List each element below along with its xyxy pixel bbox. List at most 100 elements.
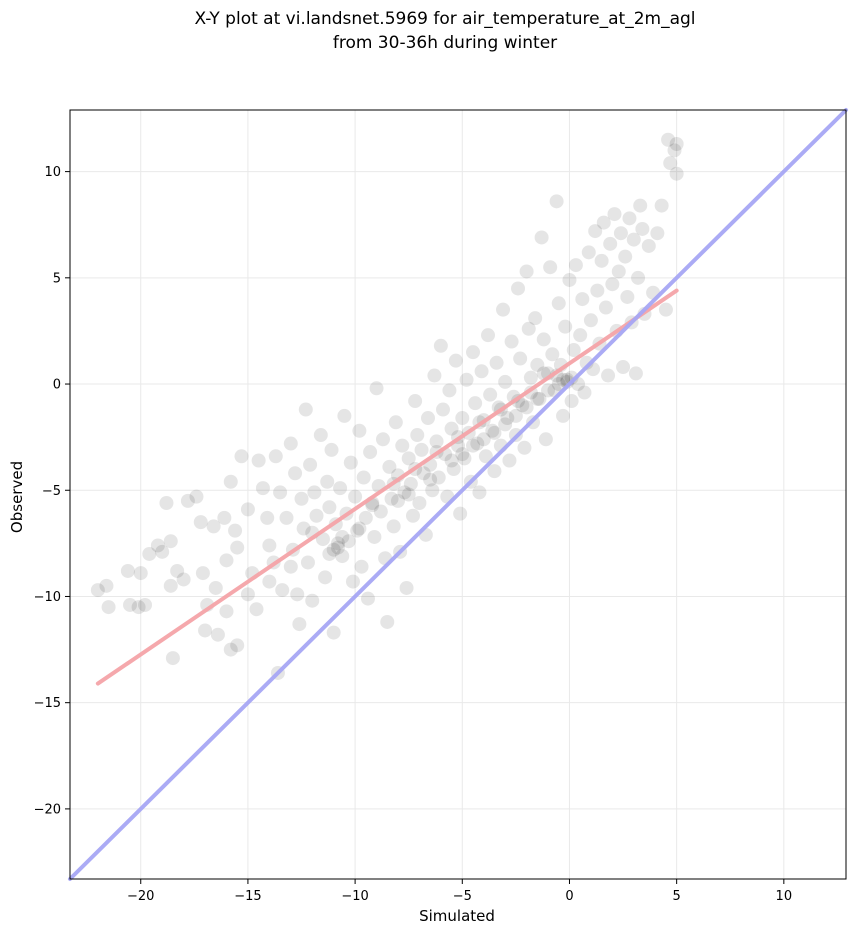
scatter-point [354, 559, 369, 574]
scatter-point [292, 617, 307, 632]
scatter-point [654, 198, 669, 213]
scatter-point [536, 332, 551, 347]
scatter-point [219, 553, 234, 568]
scatter-point [485, 423, 500, 438]
scatter-point [633, 198, 648, 213]
scatter-point [588, 224, 603, 239]
scatter-point [590, 283, 605, 298]
scatter-point [382, 459, 397, 474]
scatter-point [431, 470, 446, 485]
scatter-point [613, 226, 628, 241]
scatter-point [90, 583, 105, 598]
scatter-point [466, 438, 481, 453]
scatter-point [155, 544, 170, 559]
scatter-point [350, 523, 365, 538]
scatter-point [500, 411, 515, 426]
scatter-point [322, 500, 337, 515]
x-axis-label: Simulated [419, 907, 495, 925]
scatter-point [195, 566, 210, 581]
scatter-point [481, 328, 496, 343]
scatter-point [410, 428, 425, 443]
scatter-point [163, 578, 178, 593]
scatter-point [577, 385, 592, 400]
scatter-point [230, 638, 245, 653]
x-tick-label: −15 [234, 889, 261, 904]
scatter-point [669, 136, 684, 151]
scatter-point [583, 313, 598, 328]
scatter-point [352, 423, 367, 438]
scatter-point [511, 281, 526, 296]
scatter-point [530, 391, 545, 406]
scatter-point [356, 470, 371, 485]
scatter-point [120, 563, 135, 578]
scatter-point [307, 485, 322, 500]
x-axis-ticks: −20 −15 −10 −5 0 5 10 [127, 879, 792, 904]
chart-title-line-2: from 30-36h during winter [333, 33, 557, 53]
scatter-point [435, 402, 450, 417]
scatter-point [343, 455, 358, 470]
y-axis-label: Observed [8, 461, 26, 533]
scatter-point [324, 442, 339, 457]
scatter-point [558, 319, 573, 334]
scatter-point [318, 570, 333, 585]
y-tick-label: 10 [44, 165, 61, 180]
scatter-point [305, 593, 320, 608]
scatter-point [208, 580, 223, 595]
x-tick-label: −5 [453, 889, 472, 904]
scatter-point [288, 466, 303, 481]
y-tick-label: −20 [34, 802, 61, 817]
scatter-point [275, 583, 290, 598]
scatter-point [330, 536, 345, 551]
scatter-point [260, 510, 275, 525]
scatter-point [403, 476, 418, 491]
scatter-point [519, 400, 534, 415]
scatter-point [581, 245, 596, 260]
one-to-one-line [68, 108, 848, 881]
scatter-point [453, 506, 468, 521]
scatter-point [273, 485, 288, 500]
scatter-point [335, 529, 350, 544]
scatter-point [401, 487, 416, 502]
scatter-point [631, 270, 646, 285]
scatter-point [401, 451, 416, 466]
scatter-point [390, 493, 405, 508]
y-tick-label: 0 [53, 378, 61, 393]
scatter-point [133, 566, 148, 581]
scatter-point [210, 627, 225, 642]
scatter-point [487, 464, 502, 479]
scatter-point [455, 411, 470, 426]
scatter-point [234, 449, 249, 464]
scatter-point [405, 508, 420, 523]
y-tick-label: 5 [53, 271, 61, 286]
x-tick-label: −10 [341, 889, 368, 904]
scatter-point [206, 519, 221, 534]
scatter-point [489, 355, 504, 370]
scatter-point [611, 264, 626, 279]
scatter-point [487, 425, 502, 440]
scatter-point [384, 491, 399, 506]
scatter-point [131, 600, 146, 615]
scatter-point [395, 438, 410, 453]
scatter-point [296, 521, 311, 536]
scatter-point [618, 249, 633, 264]
scatter-point [330, 540, 345, 555]
scatter-point [358, 510, 373, 525]
scatter-point [294, 491, 309, 506]
scatter-point [528, 311, 543, 326]
scatter-point [345, 574, 360, 589]
scatter-point [466, 345, 481, 360]
scatter-point [513, 351, 528, 366]
scatter-point [386, 519, 401, 534]
scatter-point [373, 504, 388, 519]
scatter-point [603, 236, 618, 251]
scatter-point [444, 453, 459, 468]
scatter-point [412, 495, 427, 510]
scatter-point [341, 534, 356, 549]
scatter-point [566, 343, 581, 358]
scatter-point [543, 260, 558, 275]
scatter-point [367, 529, 382, 544]
scatter-point [268, 449, 283, 464]
scatter-point [498, 374, 513, 389]
scatter-point [523, 370, 538, 385]
y-tick-label: −15 [34, 696, 61, 711]
